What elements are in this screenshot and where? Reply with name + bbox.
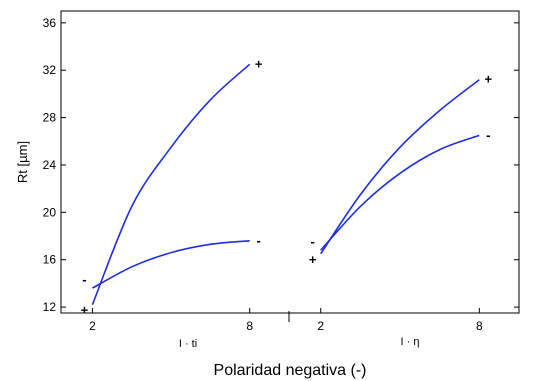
y-tick-label: 20 (43, 205, 57, 219)
y-tick-label: 24 (43, 158, 57, 172)
series-line-panel1-plus (91, 63, 251, 305)
series-line-panel2-minus (320, 134, 480, 251)
series-start-marker: + (309, 252, 317, 267)
series-start-marker: - (311, 234, 315, 249)
y-tick-label: 32 (43, 63, 57, 77)
y-tick-label: 16 (43, 253, 57, 267)
series-line-panel1-minus (92, 240, 250, 289)
x-tick-label: 2 (317, 319, 324, 333)
series-line-panel2-plus (320, 79, 480, 255)
y-tick-label: 28 (43, 111, 57, 125)
series-end-marker: + (485, 72, 493, 87)
x-tick-label: 2 (89, 319, 96, 333)
x-axis-title: Polaridad negativa (-) (214, 362, 367, 379)
y-tick-label: 12 (43, 300, 57, 314)
x-axis: 2 8 2 8 (89, 308, 483, 333)
series-layer: + + - - + + - - (81, 56, 493, 317)
x-tick-label: 8 (246, 319, 253, 333)
series-end-marker: - (257, 233, 261, 248)
x-tick-label: 8 (476, 319, 483, 333)
series-start-marker: + (81, 303, 89, 318)
series-end-marker: + (255, 56, 263, 71)
y-tick-label: 36 (43, 16, 57, 30)
y-axis-title: Rt [µm] (15, 141, 30, 183)
panel-1-factor-label: I · ti (179, 338, 197, 350)
panel-2-factor-label: I · η (401, 336, 420, 348)
series-end-marker: - (486, 127, 490, 142)
series-start-marker: - (82, 272, 86, 287)
y-axis: 12 16 20 24 28 32 36 (43, 16, 519, 314)
plot-frame (60, 10, 520, 314)
